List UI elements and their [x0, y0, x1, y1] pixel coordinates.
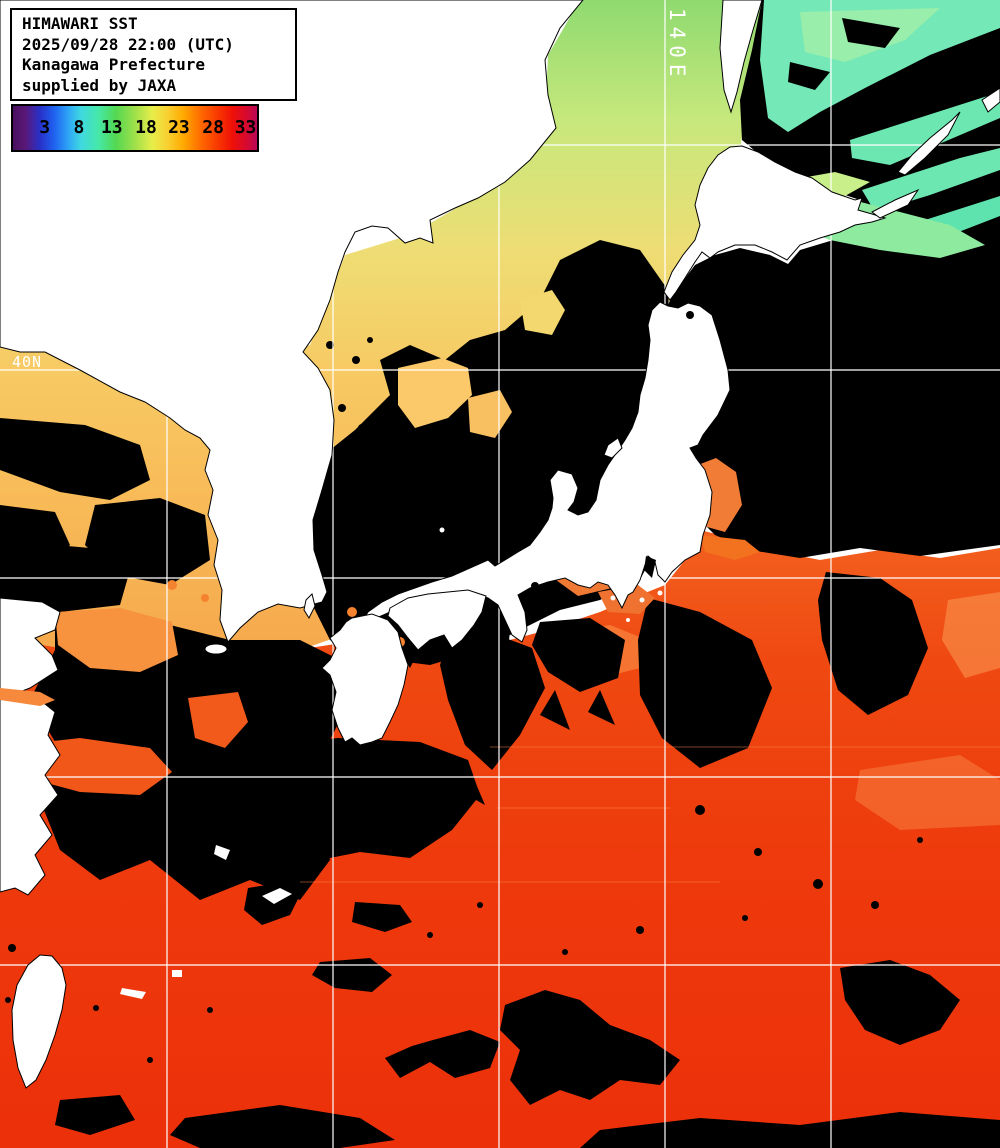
land-shikotan [871, 188, 920, 219]
sagami-orange-2 [598, 585, 655, 614]
colorbar-tick-33: 33 [234, 117, 257, 139]
cloud-bungo-channel [394, 622, 420, 668]
cloud-spike-1 [540, 690, 570, 730]
land-iturup-tip [981, 87, 1000, 113]
bay-details [531, 311, 694, 590]
title-credit: supplied by JAXA [22, 75, 177, 95]
cloud-bottom-1 [385, 1030, 500, 1078]
land-tsushima [303, 593, 316, 620]
cloud-bottom-2 [500, 990, 680, 1105]
cloud-hole-1 [842, 18, 900, 48]
land-taiwan [11, 954, 67, 1089]
colorbar-tick-3: 3 [39, 117, 51, 139]
cloud-yellow-sea-1 [0, 418, 150, 500]
cloud-south-kyushu [258, 738, 480, 862]
cyan-streak-2 [862, 148, 1000, 212]
cloud-spike-3 [458, 770, 485, 805]
land-hokkaido [663, 145, 887, 301]
title-prefecture: Kanagawa Prefecture [22, 55, 206, 74]
yellow-patch-3 [520, 290, 565, 335]
cloud-mid-right-3 [532, 618, 625, 692]
cloud-mid-right-1 [818, 572, 928, 715]
colorbar-tick-13: 13 [100, 117, 123, 139]
land-asian-continent-korea [0, 0, 584, 643]
cloud-south-shikoku [440, 636, 545, 770]
ise-bay [531, 582, 539, 590]
cloud-spike-2 [588, 690, 615, 725]
cloud-mid-right-2 [638, 598, 772, 768]
land-yaeyama [120, 988, 146, 999]
cloud-bottom-small-left [55, 1095, 135, 1135]
lat-label-40n: 40N [12, 353, 42, 371]
warm-swirl-southeast [855, 755, 1000, 830]
title-box: HIMAWARI SST 2025/09/28 22:00 (UTC) Kana… [10, 8, 297, 101]
ecs-orange-patch-1 [55, 608, 178, 672]
kanto-east-orange-2 [700, 535, 760, 560]
cyan-streak-1 [850, 92, 1000, 165]
land-sado [603, 437, 623, 459]
cloud-bottom-band-left [170, 1105, 395, 1148]
sst-colorbar: 3 8 13 18 23 28 33 [11, 104, 259, 152]
lon-label-140e: 140E [665, 8, 689, 83]
cloud-bottom-right [840, 960, 960, 1045]
land-masses [0, 0, 1000, 1089]
cloud-yellow-sea-4 [0, 540, 130, 612]
yellow-patch-1 [398, 358, 472, 428]
tokyo-bay [644, 556, 656, 578]
land-jeju [204, 643, 228, 655]
land-izu-islands [439, 527, 663, 622]
title-product: HIMAWARI SST [22, 14, 138, 33]
land-miyako [172, 970, 182, 977]
title-datetime: 2025/09/28 22:00 (UTC) [22, 34, 234, 54]
yellow-patch-2 [468, 390, 512, 438]
scanline-artifacts [300, 746, 1000, 883]
land-kunashiri [897, 111, 961, 176]
land-kyushu [321, 613, 409, 746]
land-shikoku [387, 589, 487, 651]
land-okinawa-sliver [262, 888, 292, 904]
ecs-orange-patch-3 [188, 692, 248, 748]
colorbar-tick-8: 8 [73, 117, 85, 139]
colorbar-tick-28: 28 [202, 117, 224, 139]
warm-swirl-east [942, 592, 1000, 678]
cloud-small-2 [352, 902, 412, 932]
mutsu-bay [686, 311, 694, 319]
yangtze-river-mouth [0, 688, 55, 706]
land-amami [214, 845, 230, 860]
cloud-hole-2 [788, 62, 830, 90]
land-honshu [360, 301, 731, 643]
land-sakhalin [719, 0, 763, 114]
cloud-specks [5, 188, 923, 1063]
colorbar-tick-18: 18 [135, 117, 157, 139]
land-china-coast [0, 597, 61, 896]
colorbar-tick-23: 23 [168, 117, 190, 139]
cloud-bottom-band-right [580, 1112, 1000, 1148]
